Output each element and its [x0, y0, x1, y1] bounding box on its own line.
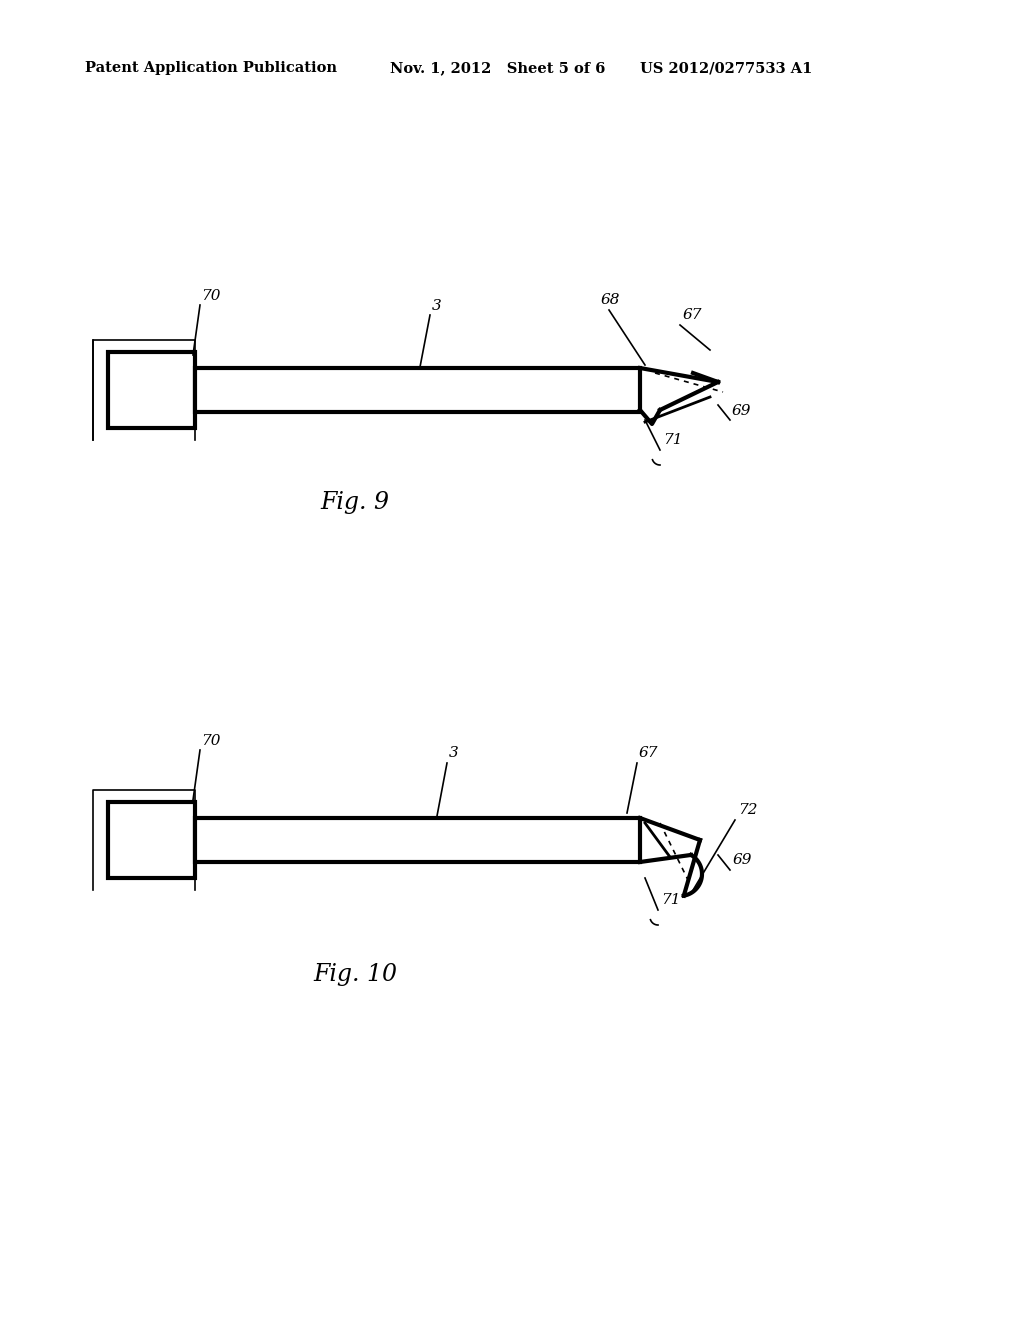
Text: Patent Application Publication: Patent Application Publication	[85, 61, 337, 75]
Text: 67: 67	[639, 746, 658, 760]
Bar	[108, 803, 195, 878]
Text: 3: 3	[449, 746, 459, 760]
Bar	[195, 368, 640, 412]
Text: Nov. 1, 2012   Sheet 5 of 6: Nov. 1, 2012 Sheet 5 of 6	[390, 61, 605, 75]
Bar	[108, 352, 195, 428]
Text: 72: 72	[738, 803, 758, 817]
Text: 71: 71	[663, 433, 683, 447]
Text: 71: 71	[662, 894, 681, 907]
Text: 70: 70	[201, 734, 220, 748]
Text: Fig. 10: Fig. 10	[313, 964, 397, 986]
Bar	[195, 818, 640, 862]
Text: 69: 69	[733, 853, 753, 867]
Text: US 2012/0277533 A1: US 2012/0277533 A1	[640, 61, 812, 75]
Text: 69: 69	[732, 404, 752, 418]
Text: 3: 3	[432, 300, 441, 313]
Text: 70: 70	[201, 289, 220, 304]
Text: 68: 68	[601, 293, 621, 308]
Text: 67: 67	[683, 308, 702, 322]
Text: Fig. 9: Fig. 9	[321, 491, 389, 515]
